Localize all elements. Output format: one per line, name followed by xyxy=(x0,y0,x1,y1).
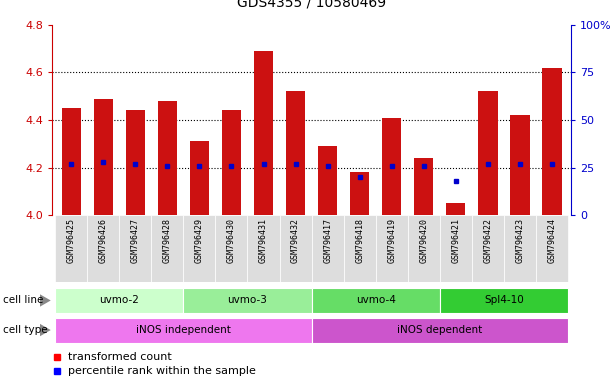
Bar xyxy=(119,215,152,282)
Text: GSM796428: GSM796428 xyxy=(163,218,172,263)
Bar xyxy=(504,215,536,282)
Text: GSM796417: GSM796417 xyxy=(323,218,332,263)
Bar xyxy=(350,172,369,215)
Bar xyxy=(408,215,440,282)
Bar xyxy=(472,215,504,282)
Text: uvmo-2: uvmo-2 xyxy=(100,295,139,306)
Bar xyxy=(152,215,183,282)
Bar xyxy=(247,215,280,282)
Polygon shape xyxy=(40,294,51,307)
Bar xyxy=(55,318,312,343)
Bar xyxy=(222,111,241,215)
Bar xyxy=(158,101,177,215)
Bar xyxy=(254,51,273,215)
Text: iNOS independent: iNOS independent xyxy=(136,325,231,335)
Text: GSM796427: GSM796427 xyxy=(131,218,140,263)
Text: uvmo-3: uvmo-3 xyxy=(227,295,268,306)
Text: GSM796424: GSM796424 xyxy=(547,218,557,263)
Bar xyxy=(286,91,306,215)
Bar xyxy=(312,318,568,343)
Bar xyxy=(280,215,312,282)
Bar xyxy=(126,111,145,215)
Text: cell line: cell line xyxy=(3,295,43,306)
Bar xyxy=(440,215,472,282)
Bar xyxy=(312,288,440,313)
Bar xyxy=(414,158,433,215)
Text: GSM796429: GSM796429 xyxy=(195,218,204,263)
Text: GDS4355 / 10580469: GDS4355 / 10580469 xyxy=(237,0,386,10)
Bar xyxy=(55,288,183,313)
Bar xyxy=(543,68,562,215)
Bar xyxy=(87,215,119,282)
Bar xyxy=(318,146,337,215)
Text: GSM796431: GSM796431 xyxy=(259,218,268,263)
Text: GSM796421: GSM796421 xyxy=(452,218,460,263)
Text: transformed count: transformed count xyxy=(68,352,171,362)
Text: GSM796425: GSM796425 xyxy=(67,218,76,263)
Text: GSM796420: GSM796420 xyxy=(419,218,428,263)
Bar xyxy=(478,91,497,215)
Text: GSM796426: GSM796426 xyxy=(99,218,108,263)
Bar xyxy=(183,288,312,313)
Bar xyxy=(343,215,376,282)
Text: cell type: cell type xyxy=(3,325,48,335)
Bar xyxy=(376,215,408,282)
Text: GSM796419: GSM796419 xyxy=(387,218,397,263)
Bar xyxy=(510,115,530,215)
Bar xyxy=(190,141,209,215)
Text: GSM796432: GSM796432 xyxy=(291,218,300,263)
Bar xyxy=(440,288,568,313)
Text: GSM796430: GSM796430 xyxy=(227,218,236,263)
Text: uvmo-4: uvmo-4 xyxy=(356,295,396,306)
Bar xyxy=(536,215,568,282)
Text: GSM796423: GSM796423 xyxy=(516,218,524,263)
Bar xyxy=(382,118,401,215)
Text: GSM796418: GSM796418 xyxy=(355,218,364,263)
Text: GSM796422: GSM796422 xyxy=(483,218,492,263)
Bar xyxy=(62,108,81,215)
Bar xyxy=(183,215,216,282)
Bar xyxy=(93,99,113,215)
Polygon shape xyxy=(40,324,51,336)
Bar xyxy=(55,215,87,282)
Bar xyxy=(446,203,466,215)
Bar xyxy=(216,215,247,282)
Text: percentile rank within the sample: percentile rank within the sample xyxy=(68,366,255,376)
Text: iNOS dependent: iNOS dependent xyxy=(397,325,483,335)
Bar xyxy=(312,215,343,282)
Text: Spl4-10: Spl4-10 xyxy=(484,295,524,306)
